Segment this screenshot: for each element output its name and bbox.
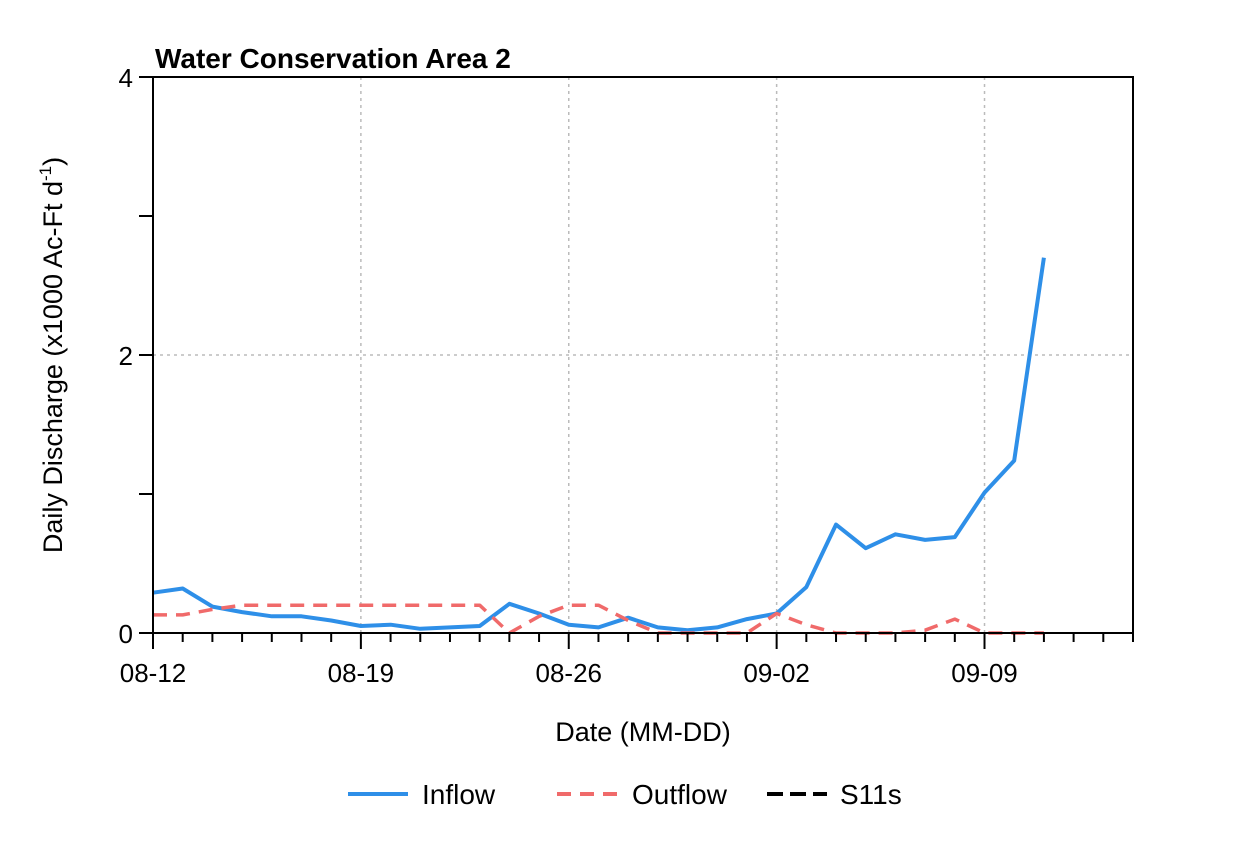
y-tick-label: 4: [119, 63, 133, 93]
x-tick-label: 09-02: [743, 658, 810, 688]
x-axis-label: Date (MM-DD): [555, 717, 731, 747]
chart-title: Water Conservation Area 2: [155, 43, 511, 74]
y-tick-label: 0: [119, 619, 133, 649]
y-axis-label-superscript: -1: [36, 166, 55, 181]
legend: Inflow Outflow S11s: [348, 779, 902, 810]
series-line-outflow: [153, 603, 1044, 635]
x-tick-label: 08-19: [328, 658, 395, 688]
x-tick-label: 08-12: [120, 658, 187, 688]
y-axis-label-close: ): [38, 157, 68, 166]
legend-label-outflow: Outflow: [632, 779, 728, 810]
y-axis-label: Daily Discharge (x1000 Ac-Ft d-1): [36, 157, 68, 553]
legend-label-s11s: S11s: [840, 779, 902, 810]
series-line-inflow: [152, 257, 1046, 633]
series-lines: [152, 257, 1046, 635]
y-tick-label: 2: [119, 341, 133, 371]
x-tick-label: 09-09: [951, 658, 1018, 688]
x-tick-label: 08-26: [536, 658, 603, 688]
y-axis-label-main: Daily Discharge (x1000 Ac-Ft d: [38, 181, 68, 553]
axis-ticks: [139, 76, 1134, 649]
grid-lines: [153, 77, 1133, 633]
tick-labels: 08-12 08-19 08-26 09-02 09-09 0 2 4: [119, 63, 1018, 688]
legend-label-inflow: Inflow: [422, 779, 496, 810]
